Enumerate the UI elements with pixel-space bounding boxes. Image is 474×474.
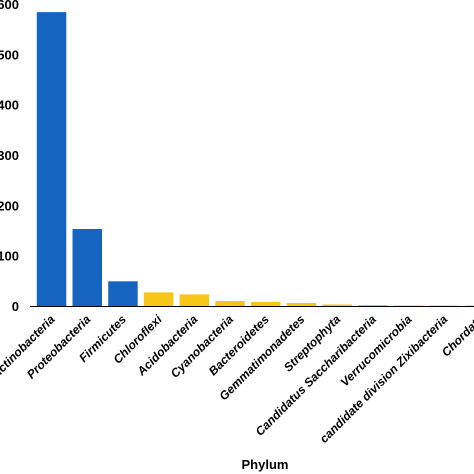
y-tick-label: 500	[0, 47, 19, 62]
x-axis-labels: ActinobacteriaProteobacteriaFirmicutesCh…	[0, 312, 474, 446]
y-tick-label: 400	[0, 98, 19, 113]
y-axis-ticks: 0 100 200 300 400 500 600	[0, 0, 19, 314]
bar-acidobacteria	[179, 294, 210, 306]
y-tick-label: 100	[0, 249, 19, 264]
y-tick-label: 600	[0, 0, 19, 12]
x-tick-label: Cyanobacteria	[168, 312, 237, 381]
bar-streptophyta	[322, 304, 352, 306]
x-axis-title: Phylum	[242, 457, 289, 472]
bar-gemmatimonadetes	[286, 303, 317, 306]
y-tick-label: 200	[0, 198, 19, 213]
bar-firmicutes	[108, 281, 138, 306]
bar-actinobacteria	[36, 12, 67, 306]
bar-cyanobacteria	[215, 301, 245, 306]
bars	[36, 12, 474, 307]
bar-candidatus-saccharibacteria	[358, 305, 388, 307]
bar-chloroflexi	[143, 292, 174, 306]
bar-proteobacteria	[72, 229, 102, 306]
x-tick-label: Proteobacteria	[24, 312, 94, 382]
y-tick-label: 0	[12, 299, 19, 314]
y-tick-label: 300	[0, 148, 19, 163]
bar-bacteroidetes	[251, 302, 281, 306]
